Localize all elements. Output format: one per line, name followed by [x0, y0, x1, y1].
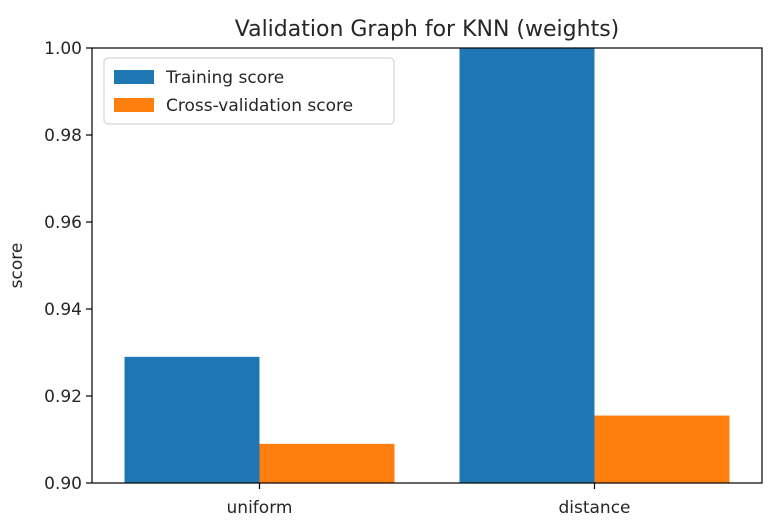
y-axis-label: score	[7, 243, 27, 289]
y-tick-label: 1.00	[44, 39, 82, 59]
legend: Training score Cross-validation score	[103, 57, 395, 125]
axes-group	[91, 47, 763, 484]
y-tick-label: 0.96	[44, 213, 82, 233]
bar-training-score-uniform	[124, 356, 260, 483]
chart-title: Validation Graph for KNN (weights)	[235, 17, 619, 42]
legend-label: Training score	[165, 68, 284, 88]
y-tick-label: 0.90	[44, 474, 82, 494]
y-tick-label: 0.94	[44, 300, 82, 320]
plot-frame	[91, 47, 763, 484]
legend-label: Cross-validation score	[166, 96, 353, 116]
y-tick-label: 0.92	[44, 387, 82, 407]
legend-box	[103, 57, 395, 125]
ticks-group: 0.90 0.92 0.94 0.96 0.98 1.00 uniform distance	[44, 39, 630, 518]
x-tick-label: uniform	[227, 498, 293, 518]
legend-swatch	[114, 70, 154, 84]
bar-training-score-distance	[459, 48, 595, 483]
x-tick-label: distance	[558, 498, 630, 518]
legend-swatch	[114, 98, 154, 112]
bars-group	[124, 48, 730, 483]
bar-cross-validation-score-uniform	[259, 443, 395, 483]
bar-cross-validation-score-distance	[594, 415, 730, 483]
y-tick-label: 0.98	[44, 126, 82, 146]
